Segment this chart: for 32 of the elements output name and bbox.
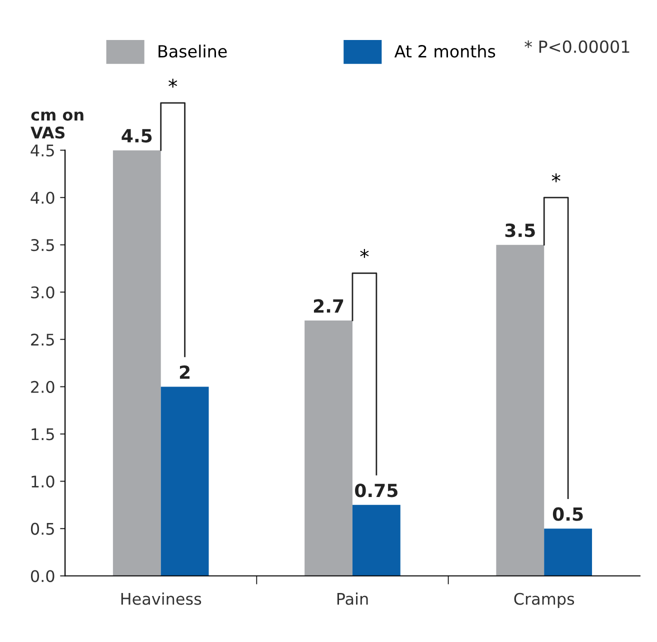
y-tick-label: 2.0 <box>31 380 54 393</box>
text: * <box>168 78 178 88</box>
x-tick-label: Heaviness <box>121 592 202 605</box>
bar <box>304 320 352 576</box>
data-label: 0.5 <box>552 507 583 521</box>
data-label: 0.75 <box>355 484 398 498</box>
data-label: 3.5 <box>505 223 535 238</box>
data-label: 2 <box>180 365 190 379</box>
annotation: * <box>360 249 369 258</box>
y-tick-label: 1.0 <box>32 476 54 488</box>
y-tick-label: 0.5 <box>30 522 54 535</box>
text: * P<0.00001 <box>524 40 630 53</box>
y-tick-label: 1.5 <box>32 428 54 440</box>
data-label: 4.5 <box>122 129 152 143</box>
x-tick-label: Cramps <box>514 592 574 608</box>
bar <box>112 150 161 576</box>
y-tick-label: 2.5 <box>31 334 54 346</box>
annotation: * <box>552 173 560 182</box>
legend-label: Baseline <box>158 44 227 58</box>
x-tick-label: Pain <box>337 592 368 605</box>
bar <box>544 528 592 576</box>
bar <box>496 244 544 576</box>
y-tick-label: 0.0 <box>30 570 54 582</box>
data-label: 2.7 <box>314 299 344 313</box>
legend-label: At 2 months <box>394 44 496 58</box>
y-axis-title: cm on VAS <box>30 112 84 139</box>
bar <box>352 504 400 576</box>
y-tick-label: 4.5 <box>30 144 54 157</box>
bar <box>160 386 209 576</box>
y-tick-label: 3.0 <box>31 286 54 298</box>
y-tick-label: 3.5 <box>31 239 54 252</box>
y-tick-label: 4.0 <box>30 192 54 204</box>
